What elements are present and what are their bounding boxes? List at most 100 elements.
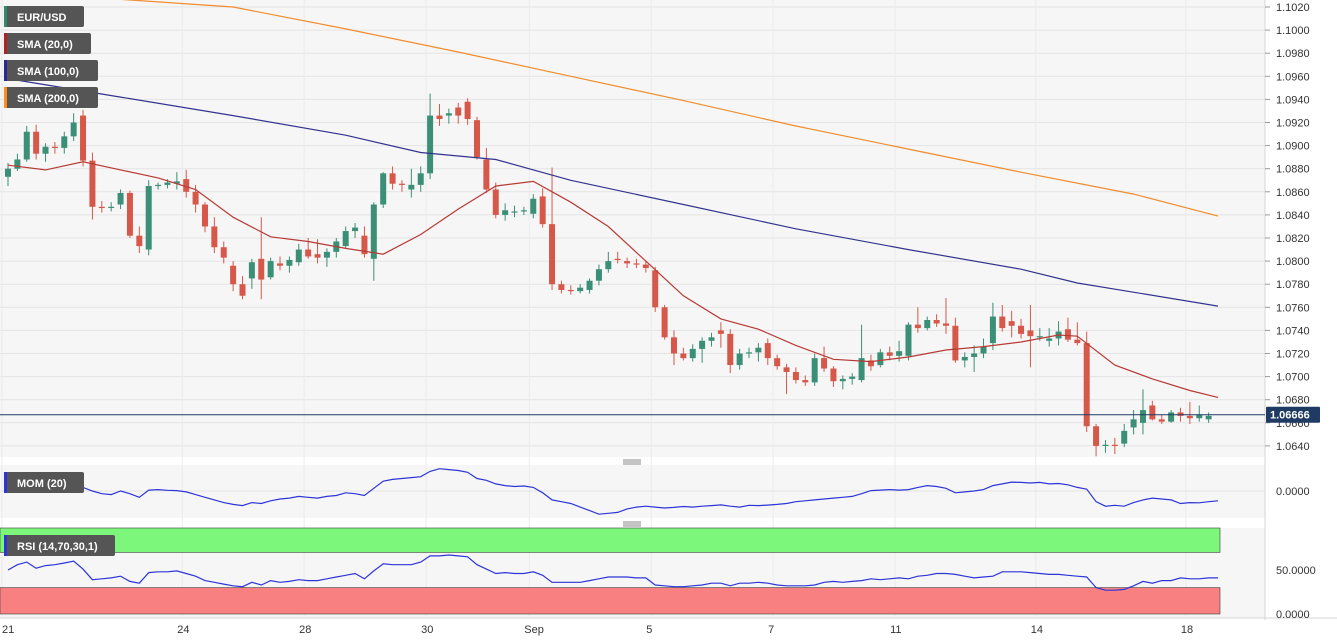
candle xyxy=(1168,410,1175,423)
candle xyxy=(1158,414,1165,424)
candle xyxy=(211,217,218,254)
momentum-line xyxy=(7,468,1219,515)
candle xyxy=(586,278,593,294)
candle xyxy=(661,304,668,340)
last-price-tag xyxy=(1266,406,1320,423)
candle xyxy=(849,373,856,385)
sma-20-line xyxy=(7,161,1219,398)
price-axis-label: 1.1000 xyxy=(1276,25,1310,37)
candle xyxy=(736,348,743,370)
candle xyxy=(455,102,462,124)
candle xyxy=(989,302,996,351)
candle xyxy=(370,202,377,281)
rsi-splitter-handle[interactable] xyxy=(623,521,641,527)
price-axis-label: 1.0860 xyxy=(1276,187,1310,199)
price-panel xyxy=(0,0,1265,457)
candle xyxy=(633,258,640,269)
legend-label: SMA (100,0) xyxy=(17,66,79,78)
candle xyxy=(886,346,893,361)
candle xyxy=(230,261,237,292)
candle xyxy=(1074,322,1081,346)
rsi-label-badge[interactable]: RSI (14,70,30,1) xyxy=(4,535,115,556)
price-axis-label: 1.0880 xyxy=(1276,164,1310,176)
price-axis-label: 1.0940 xyxy=(1276,94,1310,106)
candle xyxy=(905,322,912,361)
candle xyxy=(774,354,781,370)
candle xyxy=(183,169,190,198)
time-axis-label: 21 xyxy=(2,624,14,636)
candle xyxy=(511,205,518,218)
candle xyxy=(1186,402,1193,424)
candle xyxy=(361,226,368,258)
price-axis-label: 1.0760 xyxy=(1276,302,1310,314)
candle xyxy=(398,180,405,192)
price-axis-label: 1.0780 xyxy=(1276,279,1310,291)
candle xyxy=(492,182,499,219)
candle xyxy=(877,348,884,368)
price-axis-label: 1.1020 xyxy=(1276,2,1310,14)
candle xyxy=(624,257,631,269)
candle xyxy=(670,330,677,366)
price-axis-label: 1.0920 xyxy=(1276,118,1310,130)
time-axis-label: 11 xyxy=(890,624,901,636)
legend-item[interactable]: SMA (100,0) xyxy=(4,60,98,81)
candle xyxy=(1139,389,1146,435)
candle xyxy=(380,172,387,208)
candle xyxy=(108,202,115,212)
candle xyxy=(549,167,556,290)
candle xyxy=(839,375,846,390)
candle xyxy=(1205,412,1212,423)
legend-label: SMA (20,0) xyxy=(17,39,73,51)
candle xyxy=(717,322,724,348)
candle xyxy=(70,113,77,141)
candle xyxy=(867,354,874,371)
legend-item[interactable]: SMA (200,0) xyxy=(4,87,98,108)
candle xyxy=(764,338,771,366)
price-axis-label: 1.0700 xyxy=(1276,372,1310,384)
candle xyxy=(98,201,105,213)
momentum-axis-label: 0.0000 xyxy=(1276,486,1310,498)
price-axis-label: 1.0740 xyxy=(1276,325,1310,337)
time-axis-label: 28 xyxy=(299,624,311,636)
candle xyxy=(33,124,40,160)
candle xyxy=(605,251,612,273)
candle xyxy=(277,256,284,271)
price-axis-label: 1.0720 xyxy=(1276,349,1310,361)
candle xyxy=(792,367,799,384)
momentum-label: MOM (20) xyxy=(17,478,67,490)
candle xyxy=(155,182,162,190)
legend-item[interactable]: SMA (20,0) xyxy=(4,33,91,54)
candle xyxy=(464,98,471,125)
candle xyxy=(1130,410,1137,435)
candle xyxy=(1064,317,1071,342)
candle xyxy=(961,352,968,368)
time-axis-label: Sep xyxy=(524,624,544,636)
candle xyxy=(933,314,940,327)
legend-item[interactable]: EUR/USD xyxy=(4,6,84,27)
candle xyxy=(61,131,68,154)
candle xyxy=(1093,423,1100,457)
candle xyxy=(924,316,931,331)
candle xyxy=(201,202,208,233)
candle xyxy=(14,153,21,172)
time-axis-label: 14 xyxy=(1031,624,1043,636)
candle xyxy=(136,226,143,254)
candle xyxy=(248,258,255,289)
price-axis-label: 1.0900 xyxy=(1276,141,1310,153)
candle xyxy=(117,189,124,210)
candle xyxy=(1027,304,1034,368)
price-axis-label: 1.0680 xyxy=(1276,395,1310,407)
candle xyxy=(558,280,565,294)
candle xyxy=(530,194,537,219)
candle xyxy=(708,332,715,347)
candle xyxy=(5,162,11,187)
momentum-splitter-handle[interactable] xyxy=(623,459,641,465)
candle xyxy=(258,217,265,300)
rsi-label: RSI (14,70,30,1) xyxy=(17,541,98,553)
candle xyxy=(323,248,330,267)
time-axis-label: 18 xyxy=(1181,624,1193,636)
momentum-label-badge[interactable]: MOM (20) xyxy=(4,472,84,493)
price-axis-label: 1.0820 xyxy=(1276,233,1310,245)
candle xyxy=(652,266,659,312)
rsi-axis-label: 50.0000 xyxy=(1276,565,1316,577)
